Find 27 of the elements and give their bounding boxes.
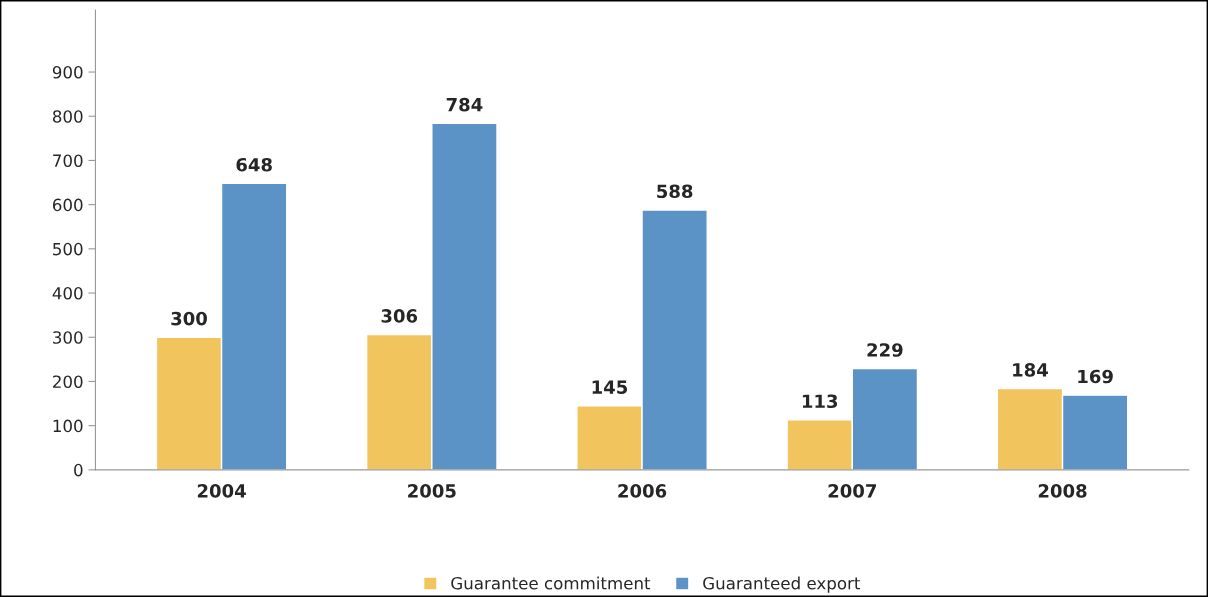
y-tick-label: 800 [52, 110, 83, 123]
data-label: 184 [1013, 363, 1048, 377]
y-tick-label: 200 [53, 375, 83, 389]
x-tick-label: 2005 [408, 484, 456, 498]
data-label: 145 [592, 380, 628, 394]
x-tick-label: 2007 [828, 484, 876, 498]
legend-label: Guaranteed export [703, 576, 861, 593]
y-tick-label: 900 [52, 65, 83, 79]
y-tick-label: 0 [74, 463, 83, 477]
y-tick-label: 100 [53, 419, 83, 433]
y-tick-label: 400 [52, 287, 83, 300]
y-tick-label: 600 [52, 198, 83, 212]
x-tick-label: 2008 [1038, 484, 1087, 498]
y-tick-label: 700 [53, 154, 83, 167]
data-label: 648 [236, 157, 272, 172]
y-tick-label: 300 [53, 331, 83, 344]
y-tick-label: 500 [53, 242, 83, 256]
data-label: 300 [171, 311, 207, 326]
data-label: 113 [802, 394, 838, 409]
data-label: 588 [657, 184, 693, 199]
data-label: 169 [1078, 369, 1113, 384]
data-label: 306 [381, 309, 418, 323]
data-label: 229 [867, 343, 903, 357]
data-label: 784 [446, 97, 483, 112]
x-tick-label: 2006 [618, 484, 667, 498]
legend-label: Guarantee commitment [451, 576, 651, 590]
x-tick-label: 2004 [197, 484, 246, 498]
